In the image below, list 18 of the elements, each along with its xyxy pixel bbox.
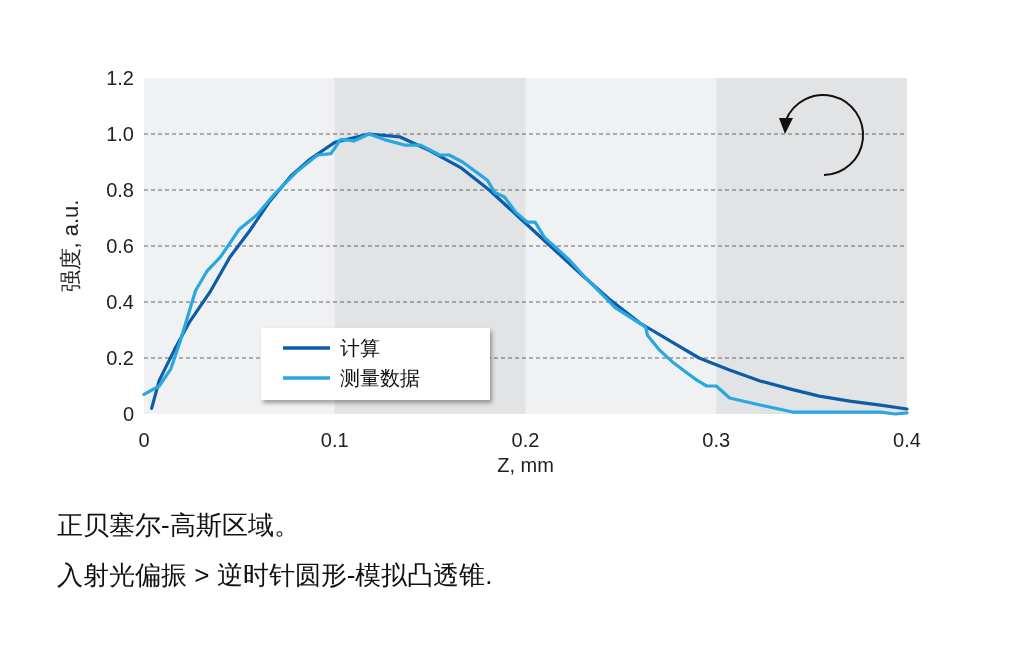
- text: 正贝塞尔-高斯区域。: [57, 510, 300, 540]
- y-tick-label: 0.6: [106, 235, 134, 257]
- x-tick-label: 0.1: [320, 429, 349, 451]
- y-tick-label: 0.8: [106, 179, 134, 201]
- x-tick-label: 0.2: [511, 429, 540, 451]
- y-tick-label: 1.0: [106, 123, 134, 145]
- x-tick-label: 0.3: [702, 429, 731, 451]
- legend-label: 计算: [340, 337, 380, 359]
- y-tick-label: 0.4: [106, 291, 134, 313]
- legend-label: 测量数据: [340, 367, 420, 389]
- text: 入射光偏振 > 逆时针圆形-模拟凸透锥.: [57, 560, 493, 590]
- x-tick-label: 0.4: [893, 429, 921, 451]
- y-tick-label: 0.2: [106, 347, 134, 369]
- x-tick-label: 0: [138, 429, 150, 451]
- y-tick-label: 0: [122, 403, 134, 425]
- y-axis-title: 强度, a.u.: [58, 199, 83, 293]
- x-axis-title: Z, mm: [497, 454, 554, 476]
- y-tick-label: 1.2: [106, 67, 134, 89]
